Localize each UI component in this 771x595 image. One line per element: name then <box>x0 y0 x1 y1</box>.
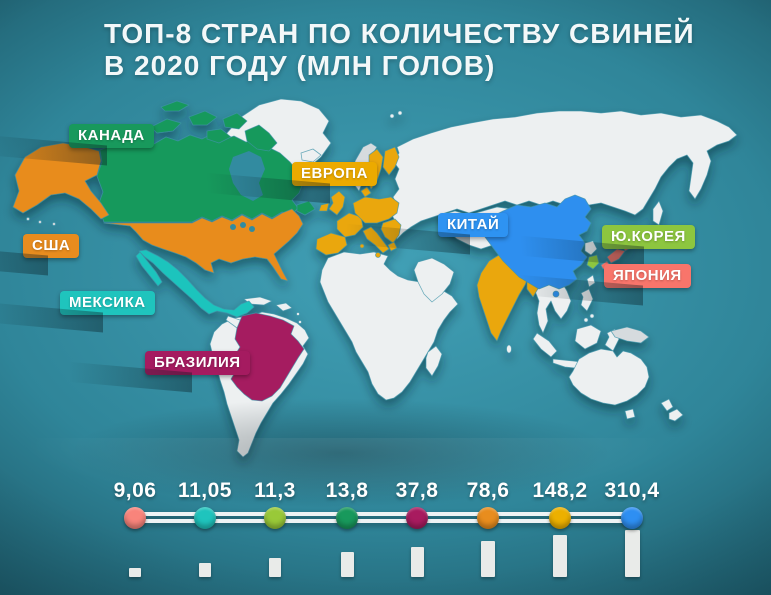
scale-dot-icon <box>264 507 286 530</box>
scale-dot-icon <box>124 507 146 530</box>
stair-bar <box>481 541 495 577</box>
map-label-text: ЯПОНИЯ <box>613 267 682 284</box>
scale-dot-icon <box>621 507 643 530</box>
scale-value: 148,2 <box>532 479 588 502</box>
stair-bar <box>340 552 354 577</box>
scale-item: 37,8 <box>369 479 465 530</box>
scale-dot-icon <box>549 507 571 530</box>
map-label-text: США <box>32 237 71 254</box>
scale-item: 13,8 <box>299 479 395 530</box>
scale-item: 310,4 <box>584 479 680 530</box>
stair-bar <box>269 558 281 577</box>
scale-value: 13,8 <box>325 479 369 502</box>
title-line-1: ТОП-8 СТРАН ПО КОЛИЧЕСТВУ СВИНЕЙ <box>104 18 695 49</box>
stair-bar <box>199 563 211 577</box>
scale-item: 11,3 <box>227 479 323 530</box>
map-label-usa: США <box>23 234 80 258</box>
page-title: ТОП-8 СТРАН ПО КОЛИЧЕСТВУ СВИНЕЙ В 2020 … <box>104 18 695 83</box>
map-label-text: МЕКСИКА <box>69 294 146 311</box>
scale-value: 310,4 <box>604 479 660 502</box>
stair-bar <box>410 547 424 577</box>
scale-dot-icon <box>336 507 358 530</box>
stair-bar <box>624 530 640 577</box>
scale-dot-icon <box>406 507 428 530</box>
scale-item: 11,05 <box>157 479 253 530</box>
stair-bar <box>129 568 141 577</box>
scale-value: 11,3 <box>254 479 296 502</box>
scale-value: 9,06 <box>113 479 157 502</box>
scale-value: 37,8 <box>395 479 439 502</box>
scale-item: 78,6 <box>440 479 536 530</box>
scale-dot-icon <box>477 507 499 530</box>
scale-track-line <box>127 512 640 523</box>
scale-value: 78,6 <box>466 479 510 502</box>
stair-bar <box>553 535 567 577</box>
title-line-2: В 2020 ГОДУ (МЛН ГОЛОВ) <box>104 50 496 82</box>
scale-item: 9,06 <box>87 479 183 530</box>
scale-dot-icon <box>194 507 216 530</box>
scale-value: 11,05 <box>178 479 232 502</box>
scale-item: 148,2 <box>512 479 608 530</box>
map-label-japan: ЯПОНИЯ <box>604 264 691 288</box>
